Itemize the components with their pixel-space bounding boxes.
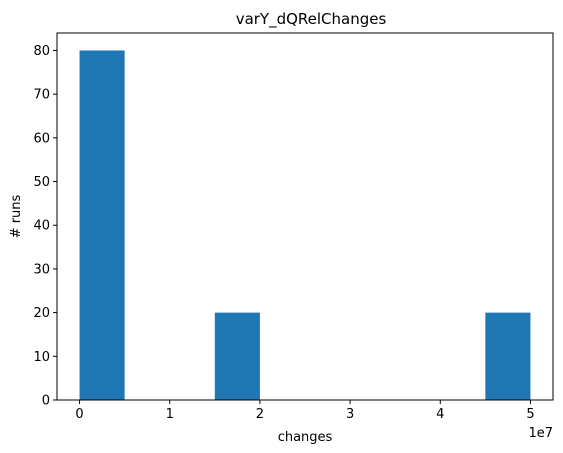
x-axis-ticks: 0 1 2 3 4 5	[75, 400, 535, 422]
chart-title: varY_dQRelChanges	[236, 10, 387, 29]
y-tick-label: 20	[33, 306, 50, 321]
plot-frame	[56, 32, 554, 401]
y-tick-label: 10	[33, 350, 50, 365]
y-tick-label: 40	[33, 219, 50, 234]
histogram-bar	[214, 312, 260, 400]
x-tick-label: 3	[346, 407, 354, 422]
x-axis-label: changes	[278, 430, 333, 445]
y-tick-label: 0	[42, 394, 50, 409]
x-tick-label: 5	[526, 407, 534, 422]
x-tick-label: 2	[256, 407, 264, 422]
histogram-bar	[79, 50, 125, 400]
x-tick-label: 0	[75, 407, 83, 422]
bars-group	[79, 50, 531, 400]
y-tick-label: 70	[33, 88, 50, 103]
y-axis-ticks: 0 10 20 30 40 50 60 70 80	[33, 44, 57, 409]
x-tick-label: 1	[166, 407, 174, 422]
x-tick-label: 4	[436, 407, 444, 422]
y-tick-label: 80	[33, 44, 50, 59]
y-tick-label: 50	[33, 175, 50, 190]
histogram-bar	[485, 312, 531, 400]
y-tick-label: 30	[33, 262, 50, 277]
x-axis-offset-label: 1e7	[528, 426, 553, 441]
y-tick-label: 60	[33, 131, 50, 146]
y-axis-label: # runs	[9, 194, 24, 238]
